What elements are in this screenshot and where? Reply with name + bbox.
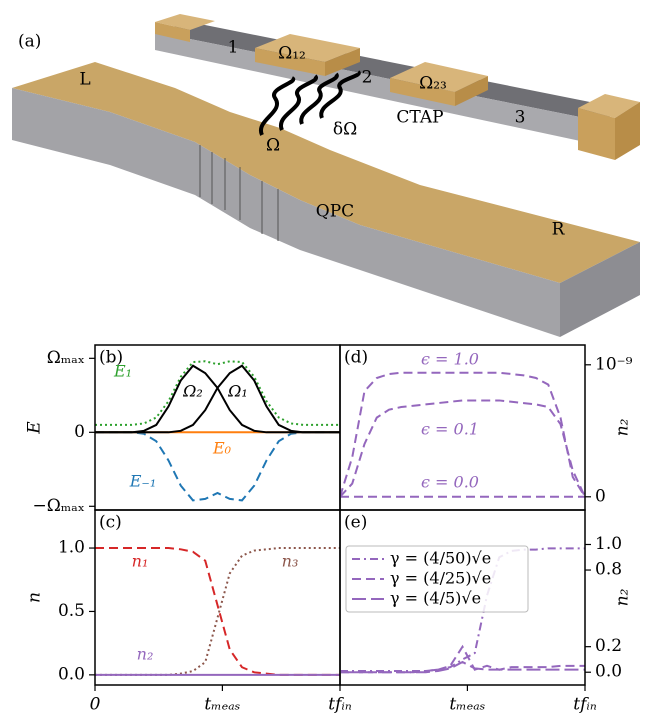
couplings [258,70,361,136]
series-line [340,660,585,674]
y-axis-label: n [25,592,45,603]
series-line [95,364,340,434]
illustration-label: Ω [266,136,280,156]
constriction-lines [199,145,279,241]
gate-side [615,102,640,160]
y-tick-label: 0 [74,422,85,442]
illustration-label: Ω₂₃ [419,74,447,94]
annotation: E₀ [212,439,232,458]
gate-side [455,76,488,106]
y-tick-label: 0.2 [595,636,622,656]
y-tick-label: 0.0 [58,664,85,684]
x-tick-label: tfᵢₙ [573,695,597,715]
gate-front [390,78,455,106]
illustration-label: δΩ [333,120,357,140]
series-line [340,399,585,498]
illustration-label: R [552,220,566,240]
illustration-label: QPC [316,202,354,222]
series-line [340,371,585,498]
annotation: n₃ [282,552,299,571]
y-tick-label: 0.8 [595,560,622,580]
legend-frame [345,545,529,613]
y-tick-label: 0.0 [595,662,622,682]
legend-label: γ = (4/5)√e [390,589,481,608]
series-line [340,547,585,672]
annotation: ϵ = 0.0 [421,473,479,492]
panel-frame [339,509,586,686]
series-line [95,431,340,502]
panel-label: (d) [344,348,368,368]
illustration-label: 1 [228,38,239,58]
x-tick-label: tfᵢₙ [328,695,352,715]
y-tick-label: 0.5 [58,601,85,621]
annotation: ϵ = 0.1 [421,420,479,439]
x-tick-label: tₘₑₐₛ [449,695,485,715]
illustration-label: 3 [515,108,526,128]
legend-label: γ = (4/25)√e [390,569,491,588]
illustration [12,14,640,337]
panel-label: (b) [99,348,123,368]
y-tick-label: 0 [595,486,606,506]
annotation: E₁ [113,362,132,381]
gate-front [255,48,325,76]
panel: 0 10⁻⁹ (d) n₂ ϵ = 1.0 ϵ = 0.1 ϵ = 0.0 [339,344,633,511]
annotation: Ω₂ [182,382,203,401]
annotation: E₋₁ [129,472,157,491]
panel: 0.0 0.5 1.0 0 tₘₑₐₛ tfᵢₙ (c) n n₁ n₃ n₂ [25,509,352,715]
y-tick-label: 1.0 [58,538,85,558]
illustration-label: L [79,70,90,90]
gate-top [578,94,640,118]
y-tick-label: 10⁻⁹ [595,354,633,374]
series-line [340,644,585,674]
qpc-top [12,62,640,283]
panel: −Ωₘₐₓ 0 Ωₘₐₓ (b) E E₁ Ω₂ Ω₁ E₀ E₋₁ [25,344,341,516]
x-tick-label: 0 [90,695,101,715]
series-line [95,360,340,426]
y-tick-label: 1.0 [595,534,622,554]
illustration-label: Ω₁₂ [278,44,306,64]
illustration-label: 2 [362,68,373,88]
gate-top [255,34,360,62]
qpc-front [12,88,560,337]
panel-label: (e) [344,513,367,533]
annotation: ϵ = 1.0 [421,350,479,369]
qpc-side [560,242,640,337]
legend-label: γ = (4/50)√e [390,549,491,568]
annotation: n₁ [132,552,149,571]
panel-frame [94,509,341,686]
y-axis-label: n₂ [613,588,633,606]
panel-label: (c) [99,513,122,533]
y-axis-label: E [25,421,45,435]
y-tick-label: −Ωₘₐₓ [32,496,85,516]
annotation: Ω₁ [227,382,248,401]
ctap-top [155,22,610,118]
gate-front [578,108,615,160]
y-tick-label: Ωₘₐₓ [47,348,85,368]
gate-top [155,14,215,30]
gate-top [390,62,488,92]
annotation: n₂ [137,645,154,664]
y-axis-label: n₂ [613,418,633,436]
illustration-label: CTAP [396,108,443,128]
gate-front [155,22,190,42]
x-tick-label: tₘₑₐₛ [204,695,240,715]
illustration-label: (a) [18,32,41,52]
gate-side [325,48,360,76]
